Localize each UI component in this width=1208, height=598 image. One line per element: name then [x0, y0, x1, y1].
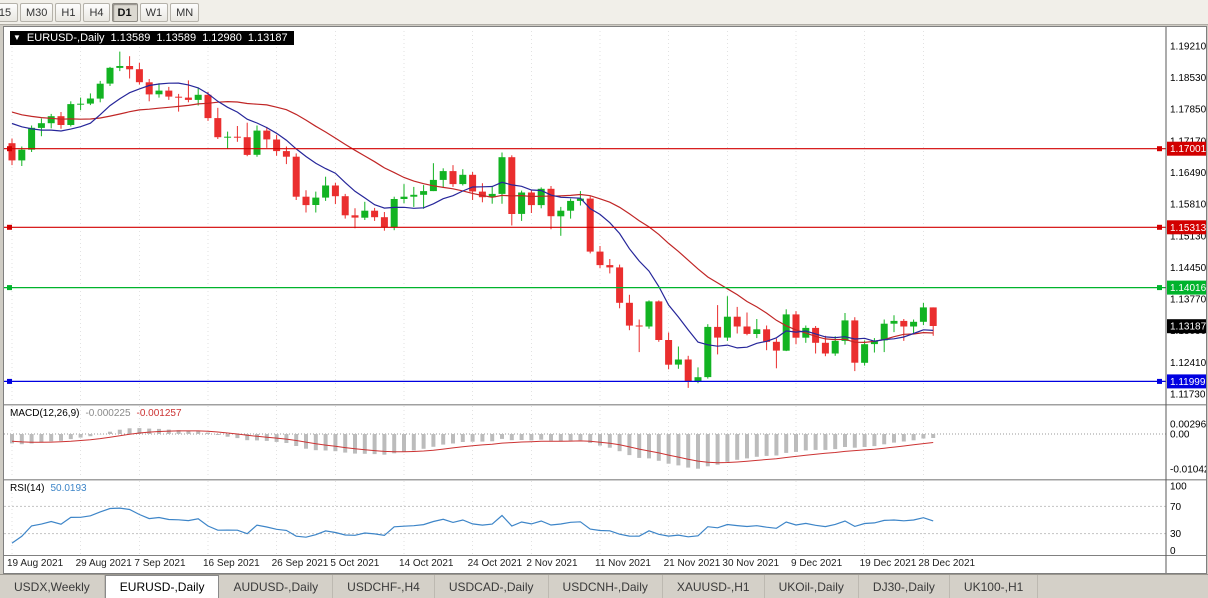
svg-text:0.00: 0.00 [1170, 430, 1190, 441]
chart-tab-audusd-daily[interactable]: AUDUSD-,Daily [219, 575, 334, 598]
rsi-indicator-title: RSI(14) 50.0193 [10, 483, 87, 494]
timeframe-button-h1[interactable]: H1 [55, 3, 82, 22]
chart-tab-usdx-weekly[interactable]: USDX,Weekly [0, 575, 105, 598]
svg-text:16 Sep 2021: 16 Sep 2021 [203, 558, 260, 569]
svg-text:19 Aug 2021: 19 Aug 2021 [7, 558, 64, 569]
chart-window: 1.192101.185301.178501.171701.164901.158… [3, 26, 1208, 574]
svg-text:1.14450: 1.14450 [1170, 263, 1206, 274]
macd-indicator-title: MACD(12,26,9) -0.000225 -0.001257 [10, 408, 182, 419]
svg-text:1.16490: 1.16490 [1170, 168, 1206, 179]
timeframe-button-d1[interactable]: D1 [111, 3, 138, 22]
svg-text:14 Oct 2021: 14 Oct 2021 [399, 558, 454, 569]
svg-text:30 Nov 2021: 30 Nov 2021 [722, 558, 779, 569]
chart-tab-bar: USDX,Weekly EURUSD-,Daily AUDUSD-,Daily USD… [0, 574, 1208, 598]
svg-text:19 Dec 2021: 19 Dec 2021 [860, 558, 917, 569]
svg-text:-0.01042: -0.01042 [1170, 464, 1206, 475]
svg-text:30: 30 [1170, 529, 1182, 540]
svg-text:70: 70 [1170, 502, 1182, 513]
svg-text:1.14016: 1.14016 [1170, 283, 1206, 294]
svg-text:1.15313: 1.15313 [1170, 223, 1206, 234]
svg-text:1.15810: 1.15810 [1170, 200, 1206, 211]
svg-text:1.18530: 1.18530 [1170, 73, 1206, 84]
timeframe-toolbar: 15 M30 H1 H4 D1 W1 MN [0, 0, 1208, 25]
svg-text:1.17850: 1.17850 [1170, 105, 1206, 116]
timeframe-button-mn[interactable]: MN [170, 3, 200, 22]
svg-text:1.13187: 1.13187 [1170, 322, 1206, 333]
chart-tab-ukoil-daily[interactable]: UKOil-,Daily [765, 575, 859, 598]
rsi-name: RSI(14) [10, 483, 45, 494]
chart-dropdown-icon[interactable]: ▼ [13, 33, 21, 42]
svg-text:11 Nov 2021: 11 Nov 2021 [595, 558, 651, 569]
svg-text:1.15130: 1.15130 [1170, 231, 1206, 242]
chart-tab-xauusd-h1[interactable]: XAUUSD-,H1 [663, 575, 765, 598]
chart-symbol-label: EURUSD-,Daily [26, 32, 105, 44]
rsi-value: 50.0193 [50, 483, 87, 494]
svg-text:9 Dec 2021: 9 Dec 2021 [791, 558, 843, 569]
macd-name: MACD(12,26,9) [10, 408, 80, 419]
timeframe-button-h4[interactable]: H4 [83, 3, 110, 22]
svg-text:28 Dec 2021: 28 Dec 2021 [918, 558, 975, 569]
chart-tab-uk100-h1[interactable]: UK100-,H1 [950, 575, 1039, 598]
ohlc-open: 1.13589 [110, 32, 151, 44]
timeframe-button-15[interactable]: 15 [0, 3, 18, 22]
svg-text:2 Nov 2021: 2 Nov 2021 [526, 558, 578, 569]
chart-tab-dj30-daily[interactable]: DJ30-,Daily [859, 575, 950, 598]
svg-text:29 Aug 2021: 29 Aug 2021 [76, 558, 133, 569]
svg-text:100: 100 [1170, 482, 1187, 493]
timeframe-button-m30[interactable]: M30 [20, 3, 54, 22]
svg-text:26 Sep 2021: 26 Sep 2021 [272, 558, 329, 569]
svg-text:24 Oct 2021: 24 Oct 2021 [468, 558, 523, 569]
svg-text:5 Oct 2021: 5 Oct 2021 [330, 558, 379, 569]
svg-text:1.17001: 1.17001 [1170, 144, 1206, 155]
ohlc-high: 1.13589 [156, 32, 197, 44]
svg-text:1.11730: 1.11730 [1170, 389, 1206, 400]
macd-signal-value: -0.001257 [136, 408, 182, 419]
svg-text:1.11999: 1.11999 [1170, 377, 1206, 388]
ohlc-low: 1.12980 [202, 32, 242, 44]
svg-text:21 Nov 2021: 21 Nov 2021 [664, 558, 721, 569]
chart-ohlc-title: ▼ EURUSD-,Daily 1.13589 1.13589 1.12980 … [10, 31, 294, 45]
svg-text:1.13770: 1.13770 [1170, 295, 1206, 306]
macd-main-value: -0.000225 [85, 408, 131, 419]
timeframe-button-w1[interactable]: W1 [139, 3, 169, 22]
svg-text:1.12410: 1.12410 [1170, 358, 1206, 369]
chart-tab-usdchf-h4[interactable]: USDCHF-,H4 [333, 575, 435, 598]
svg-text:0: 0 [1170, 546, 1176, 557]
chart-canvas[interactable]: 1.192101.185301.178501.171701.164901.158… [4, 27, 1208, 573]
chart-tab-usdcnh-daily[interactable]: USDCNH-,Daily [549, 575, 663, 598]
ohlc-close: 1.13187 [247, 32, 288, 44]
svg-text:0.002966: 0.002966 [1170, 420, 1206, 431]
svg-text:1.19210: 1.19210 [1170, 42, 1206, 53]
chart-tab-usdcad-daily[interactable]: USDCAD-,Daily [435, 575, 549, 598]
svg-text:7 Sep 2021: 7 Sep 2021 [134, 558, 186, 569]
chart-tab-eurusd-daily[interactable]: EURUSD-,Daily [104, 575, 220, 598]
